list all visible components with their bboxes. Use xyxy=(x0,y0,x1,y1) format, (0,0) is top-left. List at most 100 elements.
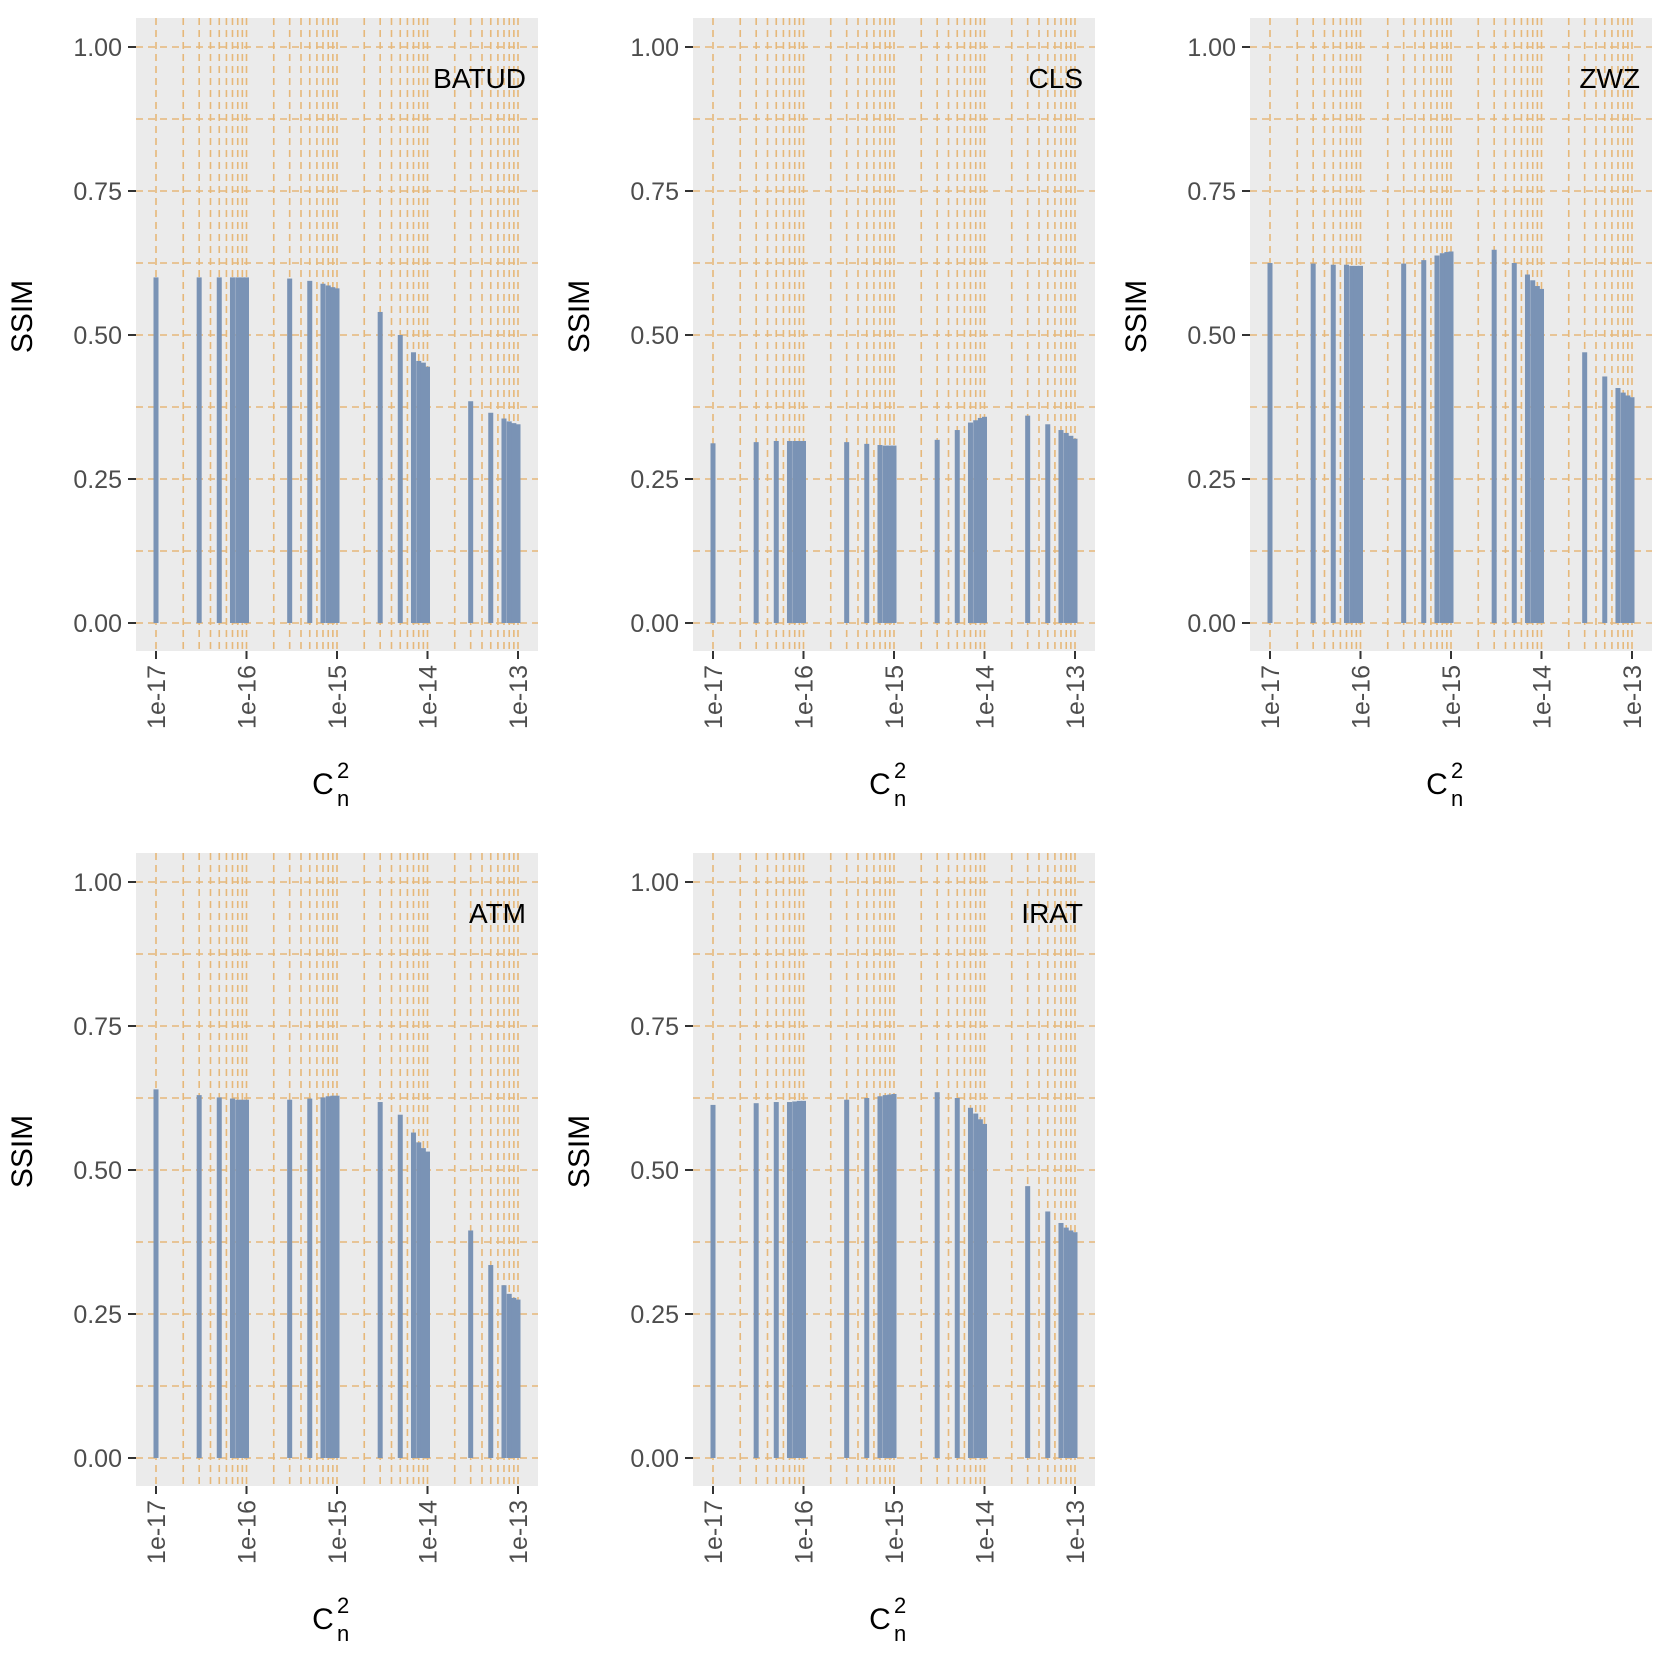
bar xyxy=(801,1100,806,1458)
panel-label: ATM xyxy=(469,898,526,929)
x-axis-title-superscript: 2 xyxy=(1451,758,1463,783)
bar xyxy=(934,439,940,623)
bar xyxy=(1025,1186,1031,1458)
bar xyxy=(515,1299,521,1458)
bars xyxy=(153,1089,521,1458)
y-tick-label: 0.00 xyxy=(630,1445,679,1473)
x-axis-title: C xyxy=(312,768,334,801)
bar xyxy=(511,1297,517,1458)
bar xyxy=(511,423,517,623)
bar xyxy=(488,1265,494,1458)
bar xyxy=(416,1142,422,1458)
x-tick-label: 1e-14 xyxy=(972,1500,1000,1564)
x-tick-label: 1e-13 xyxy=(1062,1500,1090,1564)
bar xyxy=(1068,1230,1074,1458)
bar xyxy=(410,352,416,623)
y-tick-label: 1.00 xyxy=(73,34,122,62)
bar xyxy=(239,1099,245,1458)
bar xyxy=(1072,1232,1078,1458)
bar xyxy=(882,445,888,623)
panel-label: BATUD xyxy=(433,63,526,94)
bar xyxy=(1045,424,1051,623)
bar xyxy=(1629,397,1635,623)
bar xyxy=(307,280,313,623)
bar xyxy=(1267,263,1273,623)
bar xyxy=(887,1094,893,1458)
bar xyxy=(235,1099,241,1458)
bar xyxy=(420,362,426,623)
bar xyxy=(967,422,973,623)
bar xyxy=(330,287,336,623)
x-tick-label: 1e-15 xyxy=(324,1500,352,1564)
bar xyxy=(397,335,403,623)
bar xyxy=(1072,438,1078,623)
x-tick-label: 1e-15 xyxy=(1438,665,1466,729)
y-tick-label: 1.00 xyxy=(630,34,679,62)
bar xyxy=(1439,253,1445,623)
bar xyxy=(877,445,883,623)
x-axis: 1e-17 1e-16 1e-15 1e-14 1e-13 xyxy=(143,651,533,729)
bar xyxy=(982,416,987,623)
bar xyxy=(864,443,870,623)
bar xyxy=(786,1102,792,1458)
bar xyxy=(320,1097,326,1458)
bar xyxy=(1310,263,1316,623)
bar xyxy=(977,1119,983,1458)
y-axis-title: SSIM xyxy=(6,280,39,353)
bar xyxy=(506,1293,512,1458)
x-tick-label: 1e-17 xyxy=(143,1500,171,1564)
bar xyxy=(488,412,494,623)
y-tick-label: 1.00 xyxy=(1187,34,1236,62)
y-axis-title: SSIM xyxy=(563,1115,596,1188)
y-tick-label: 0.25 xyxy=(1187,466,1236,494)
bar xyxy=(844,1099,850,1458)
bar xyxy=(1625,395,1631,623)
y-axis-title: SSIM xyxy=(1120,280,1153,353)
panel-label: IRAT xyxy=(1021,898,1083,929)
x-tick-label: 1e-17 xyxy=(1257,665,1285,729)
y-tick-label: 0.75 xyxy=(630,178,679,206)
y-tick-label: 0.50 xyxy=(1187,322,1236,350)
bar xyxy=(287,1099,293,1458)
bar xyxy=(1602,376,1608,623)
bar xyxy=(801,440,806,623)
x-axis-title-subscript: n xyxy=(337,786,349,811)
x-axis-title-superscript: 2 xyxy=(337,1593,349,1618)
bar xyxy=(1620,392,1626,623)
bar xyxy=(501,1285,507,1458)
x-tick-label: 1e-16 xyxy=(234,1500,262,1564)
bar xyxy=(1448,251,1454,624)
bar xyxy=(1058,1222,1064,1458)
x-axis-title: C xyxy=(869,768,891,801)
bar xyxy=(1330,264,1336,623)
bar xyxy=(330,1095,336,1458)
x-axis-title-subscript: n xyxy=(894,1621,906,1646)
x-tick-label: 1e-17 xyxy=(143,665,171,729)
bar xyxy=(1511,263,1517,623)
bar xyxy=(244,277,249,623)
bar xyxy=(954,1098,960,1458)
x-tick-label: 1e-16 xyxy=(234,665,262,729)
x-axis-title-subscript: n xyxy=(894,786,906,811)
y-tick-label: 0.25 xyxy=(73,1301,122,1329)
x-axis: 1e-17 1e-16 1e-15 1e-14 1e-13 xyxy=(1257,651,1647,729)
bar xyxy=(235,277,241,623)
y-tick-label: 0.75 xyxy=(630,1013,679,1041)
panel-label: ZWZ xyxy=(1579,63,1640,94)
x-axis: 1e-17 1e-16 1e-15 1e-14 1e-13 xyxy=(700,1486,1090,1564)
bar xyxy=(153,277,159,623)
bar xyxy=(891,1093,897,1458)
x-axis-title-superscript: 2 xyxy=(894,758,906,783)
bar xyxy=(501,418,507,623)
y-tick-label: 0.25 xyxy=(630,1301,679,1329)
bar xyxy=(792,440,798,623)
bar xyxy=(796,1100,802,1458)
bar xyxy=(425,1151,430,1458)
x-axis-title: C xyxy=(312,1603,334,1636)
bar xyxy=(753,442,759,623)
bar xyxy=(982,1123,987,1458)
bar xyxy=(710,1104,716,1458)
y-axis: 0.00 0.25 0.50 0.75 1.00 xyxy=(73,869,136,1473)
bar xyxy=(425,366,430,623)
x-tick-label: 1e-16 xyxy=(791,1500,819,1564)
